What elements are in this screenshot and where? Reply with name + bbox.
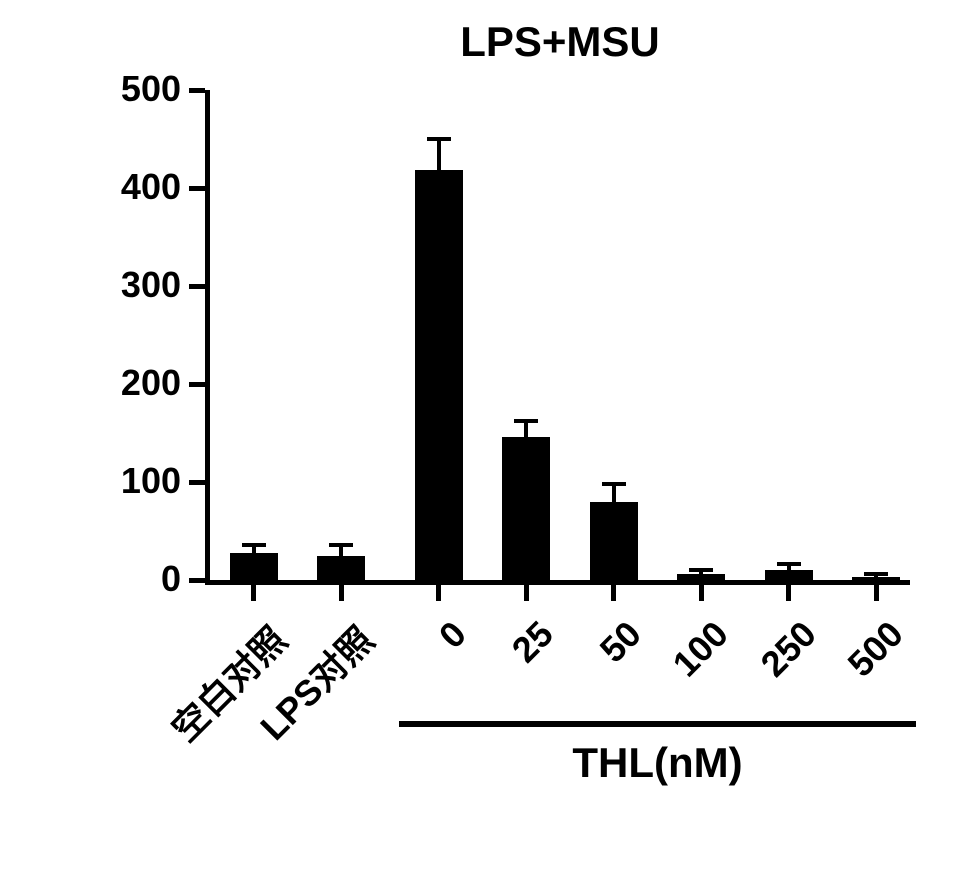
y-tick-label: 400 xyxy=(89,166,181,208)
error-bar xyxy=(437,139,441,170)
x-group-label: THL(nM) xyxy=(399,739,916,787)
x-tick xyxy=(339,585,344,601)
error-bar xyxy=(524,421,528,437)
error-cap xyxy=(329,543,353,547)
x-group-line xyxy=(399,721,916,727)
error-bar xyxy=(612,484,616,502)
x-axis xyxy=(205,580,910,585)
error-cap xyxy=(602,482,626,486)
bar xyxy=(317,556,365,580)
bar xyxy=(677,574,725,580)
y-tick xyxy=(189,88,205,93)
y-tick-label: 300 xyxy=(89,264,181,306)
x-tick xyxy=(786,585,791,601)
y-tick xyxy=(189,382,205,387)
bar xyxy=(765,570,813,580)
y-tick xyxy=(189,578,205,583)
x-tick xyxy=(251,585,256,601)
error-cap xyxy=(864,572,888,576)
error-cap xyxy=(689,568,713,572)
x-tick xyxy=(611,585,616,601)
bar xyxy=(502,437,550,580)
y-tick xyxy=(189,284,205,289)
bar xyxy=(852,577,900,580)
y-axis xyxy=(205,90,210,585)
y-tick-label: 200 xyxy=(89,362,181,404)
error-cap xyxy=(427,137,451,141)
y-tick-label: 100 xyxy=(89,460,181,502)
error-cap xyxy=(777,562,801,566)
y-tick-label: 500 xyxy=(89,68,181,110)
y-tick-label: 0 xyxy=(89,558,181,600)
error-cap xyxy=(514,419,538,423)
x-tick xyxy=(874,585,879,601)
chart-title: LPS+MSU xyxy=(410,18,710,66)
x-tick xyxy=(436,585,441,601)
bar xyxy=(590,502,638,580)
x-tick xyxy=(699,585,704,601)
plot-area xyxy=(210,90,910,580)
y-tick xyxy=(189,186,205,191)
x-tick xyxy=(524,585,529,601)
error-cap xyxy=(242,543,266,547)
bar xyxy=(415,170,463,580)
chart-container: LPS+MSU IL-1β (pg/ml) THL(nM) 0100200300… xyxy=(0,0,954,875)
y-tick xyxy=(189,480,205,485)
bar xyxy=(230,553,278,580)
